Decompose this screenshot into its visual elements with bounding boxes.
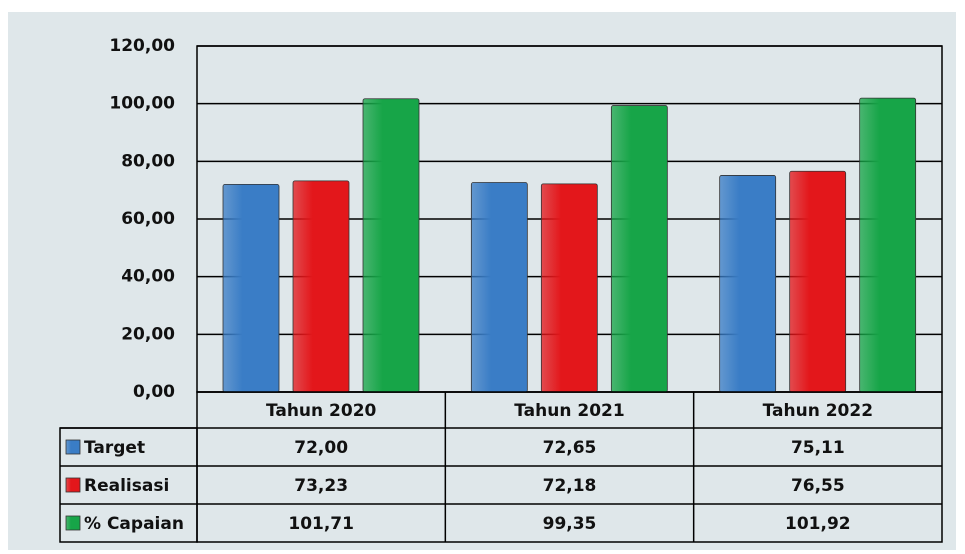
y-tick-label: 0,00 — [133, 382, 175, 402]
table-value: 101,92 — [785, 514, 851, 534]
legend-swatch — [65, 439, 81, 455]
x-tick-label: Tahun 2020 — [266, 401, 377, 421]
y-tick-label: 80,00 — [121, 151, 175, 171]
legend-label: % Capaian — [84, 514, 184, 534]
table-value: 72,00 — [294, 438, 348, 458]
y-tick-label: 20,00 — [121, 324, 175, 344]
table-value: 73,23 — [294, 476, 348, 496]
y-tick-label: 120,00 — [109, 36, 175, 56]
legend-swatch — [65, 477, 81, 493]
legend-swatch — [65, 515, 81, 531]
table-value: 99,35 — [543, 514, 597, 534]
table-value: 72,65 — [543, 438, 597, 458]
bar — [719, 175, 777, 393]
bar — [789, 170, 847, 393]
table-value: 75,11 — [791, 438, 845, 458]
x-tick-label: Tahun 2021 — [514, 401, 624, 421]
bar — [859, 97, 917, 393]
y-tick-label: 40,00 — [121, 267, 175, 287]
y-tick-label: 100,00 — [109, 94, 175, 114]
y-tick-label: 60,00 — [121, 209, 175, 229]
x-tick-label: Tahun 2022 — [763, 401, 873, 421]
bar — [292, 180, 350, 393]
bar — [610, 105, 668, 393]
bar — [470, 182, 528, 393]
bar — [540, 183, 598, 393]
table-value: 101,71 — [288, 514, 354, 534]
table-value: 76,55 — [791, 476, 845, 496]
table-bg — [196, 391, 943, 543]
bar — [362, 98, 420, 393]
bar — [222, 183, 280, 393]
legend-label: Realisasi — [84, 476, 169, 496]
legend-label: Target — [84, 438, 145, 458]
table-value: 72,18 — [543, 476, 597, 496]
